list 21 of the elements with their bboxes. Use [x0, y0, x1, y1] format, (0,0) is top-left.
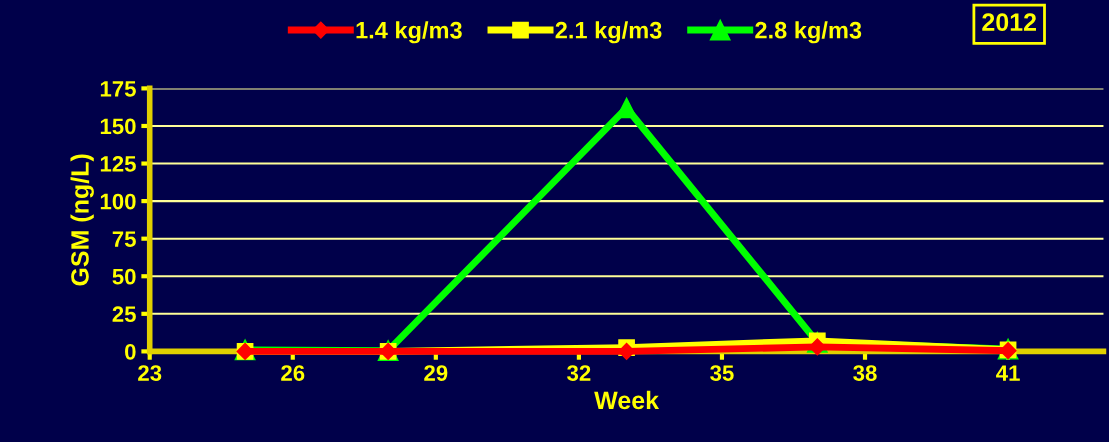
- y-axis-title: GSM (ng/L): [70, 154, 94, 286]
- y-tick-label: 0: [125, 343, 136, 360]
- text: 2012: [982, 13, 1036, 32]
- y-tick-label: 100: [100, 193, 136, 210]
- x-axis-title: Week: [594, 390, 660, 410]
- y-tick-label: 50: [112, 268, 136, 285]
- y-tick-label: 175: [100, 81, 136, 97]
- x-tick-label: 26: [281, 365, 305, 381]
- y-tick-label: 25: [112, 306, 136, 323]
- x-tick-label: 41: [996, 365, 1020, 381]
- y-tick-label: 150: [100, 118, 136, 135]
- x-tick-label: 38: [853, 365, 877, 381]
- x-tick-label: 35: [710, 365, 734, 381]
- y-tick-label: 75: [112, 231, 136, 247]
- legend-label: 1.4 kg/m3: [356, 21, 462, 44]
- legend-label: 2.8 kg/m3: [755, 21, 862, 44]
- x-tick-label: 29: [424, 365, 448, 381]
- x-tick-label: 32: [567, 365, 591, 381]
- legend-label: 2.1 kg/m3: [555, 21, 662, 44]
- x-tick-label: 23: [138, 365, 162, 381]
- y-tick-label: 125: [100, 156, 136, 172]
